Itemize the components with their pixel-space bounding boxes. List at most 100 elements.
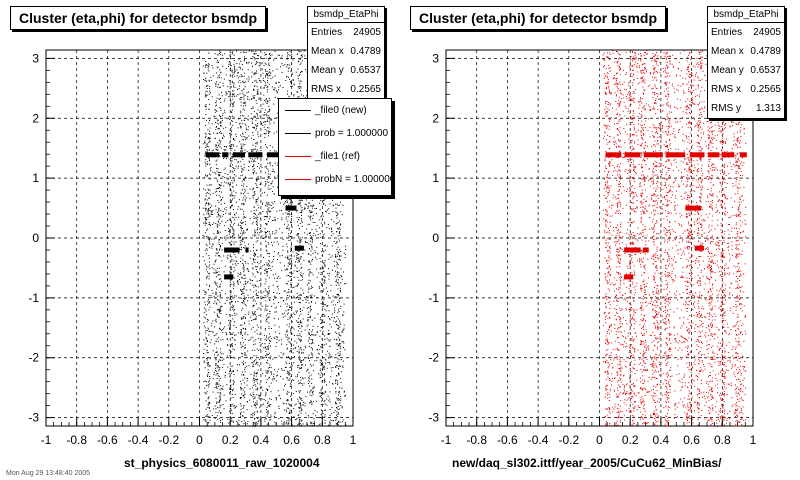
scatter-point [261, 62, 263, 64]
scatter-point [287, 339, 289, 341]
scatter-point [250, 160, 252, 162]
scatter-point [298, 257, 300, 259]
scatter-point [231, 371, 233, 373]
scatter-point [245, 317, 247, 319]
scatter-point [266, 98, 267, 100]
scatter-point [265, 418, 267, 420]
scatter-point [288, 341, 290, 343]
scatter-point [256, 249, 258, 251]
scatter-point [218, 375, 220, 377]
scatter-point [336, 365, 338, 366]
scatter-point [232, 74, 234, 76]
scatter-point [330, 376, 332, 378]
scatter-point [267, 313, 269, 315]
scatter-point [261, 404, 263, 406]
scatter-point [253, 374, 255, 376]
scatter-point [286, 399, 288, 401]
scatter-point [342, 366, 344, 368]
scatter-point [322, 392, 324, 394]
scatter-point [321, 360, 323, 362]
scatter-point [267, 371, 269, 373]
scatter-point [209, 203, 211, 205]
scatter-point [204, 189, 206, 191]
scatter-point [258, 65, 260, 67]
scatter-point [253, 116, 255, 118]
scatter-point [215, 269, 217, 271]
scatter-point [243, 317, 244, 319]
scatter-point [311, 240, 313, 242]
scatter-point [299, 239, 301, 241]
scatter-point [297, 398, 299, 400]
scatter-point [267, 176, 269, 178]
scatter-point [300, 367, 302, 368]
scatter-point [279, 277, 281, 279]
scatter-point [249, 158, 251, 159]
scatter-point [205, 292, 207, 294]
scatter-point [222, 115, 224, 116]
scatter-point [208, 381, 209, 383]
scatter-point [232, 69, 234, 71]
scatter-point [343, 271, 344, 273]
scatter-point [239, 93, 241, 95]
scatter-point [289, 198, 291, 200]
scatter-point [217, 172, 219, 174]
scatter-point [230, 352, 232, 354]
scatter-point [244, 353, 246, 355]
scatter-point [268, 54, 270, 55]
scatter-point [300, 336, 302, 338]
scatter-point [266, 250, 268, 252]
scatter-point [286, 407, 288, 409]
scatter-point [339, 345, 341, 347]
scatter-point [339, 408, 341, 410]
scatter-point [254, 95, 256, 97]
scatter-point [266, 158, 268, 160]
scatter-point [289, 264, 291, 265]
scatter-point [278, 326, 280, 328]
scatter-point [291, 365, 293, 367]
scatter-point [289, 261, 291, 263]
scatter-point [242, 363, 244, 365]
scatter-point [269, 364, 271, 366]
scatter-point [231, 52, 233, 54]
scatter-point [256, 333, 258, 335]
scatter-point [206, 277, 208, 279]
scatter-point [215, 122, 216, 123]
scatter-point [300, 340, 302, 342]
scatter-point [228, 349, 230, 351]
scatter-point [219, 425, 221, 427]
scatter-point [224, 230, 226, 232]
scatter-point [302, 279, 304, 281]
scatter-point [266, 203, 268, 205]
scatter-point [230, 391, 231, 392]
scatter-point [293, 392, 294, 394]
scatter-point [207, 210, 209, 212]
scatter-point [301, 207, 303, 209]
scatter-point [216, 170, 218, 172]
scatter-point [276, 92, 278, 94]
scatter-point [336, 231, 338, 233]
scatter-point [256, 180, 257, 182]
scatter-point [297, 261, 299, 263]
scatter-point [238, 165, 240, 167]
scatter-point [298, 219, 300, 221]
scatter-point [228, 241, 230, 243]
scatter-point [269, 162, 271, 164]
scatter-point [304, 329, 306, 331]
scatter-point [253, 139, 255, 140]
scatter-point [320, 347, 322, 349]
scatter-point [258, 397, 260, 399]
scatter-point [244, 339, 246, 340]
scatter-point [292, 59, 294, 61]
scatter-point [312, 334, 314, 336]
scatter-point [219, 301, 221, 303]
scatter-point [276, 280, 278, 282]
scatter-point [328, 258, 330, 260]
scatter-point [286, 417, 288, 419]
scatter-point [220, 309, 222, 311]
scatter-point [320, 397, 322, 399]
scatter-point [254, 266, 256, 268]
scatter-point [287, 334, 288, 336]
scatter-point [210, 210, 212, 212]
scatter-point [301, 210, 303, 212]
scatter-point [322, 303, 324, 305]
